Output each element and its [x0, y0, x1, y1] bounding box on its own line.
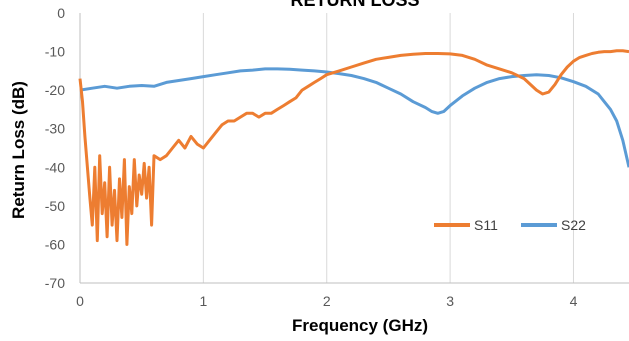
x-tick-label: 3 — [446, 293, 454, 309]
legend: S11 S22 — [434, 217, 586, 233]
axes — [79, 13, 629, 284]
series-line-s11 — [78, 49, 629, 246]
y-tick-label: -70 — [45, 275, 65, 291]
legend-label-s11: S11 — [474, 217, 498, 233]
x-tick-labels: 0 1 2 3 4 — [76, 293, 577, 309]
x-tick-label: 4 — [570, 293, 578, 309]
legend-label-s22: S22 — [561, 217, 586, 233]
y-tick-label: -30 — [45, 121, 65, 137]
y-tick-label: -60 — [45, 236, 65, 252]
y-tick-labels: 0 -10 -20 -30 -40 -50 -60 -70 — [45, 5, 65, 291]
y-tick-label: -50 — [45, 198, 65, 214]
x-tick-label: 1 — [199, 293, 207, 309]
chart-title: RETURN LOSS — [290, 0, 419, 10]
vertical-gridlines — [202, 13, 574, 283]
y-tick-label: 0 — [57, 5, 65, 21]
y-tick-label: -40 — [45, 159, 65, 175]
x-tick-label: 2 — [323, 293, 331, 309]
y-tick-label: -20 — [45, 82, 65, 98]
y-tick-label: -10 — [45, 44, 65, 60]
plot-area — [78, 49, 629, 246]
y-axis-title: Return Loss (dB) — [9, 81, 28, 219]
x-axis-title: Frequency (GHz) — [292, 316, 428, 335]
x-tick-label: 0 — [76, 293, 84, 309]
